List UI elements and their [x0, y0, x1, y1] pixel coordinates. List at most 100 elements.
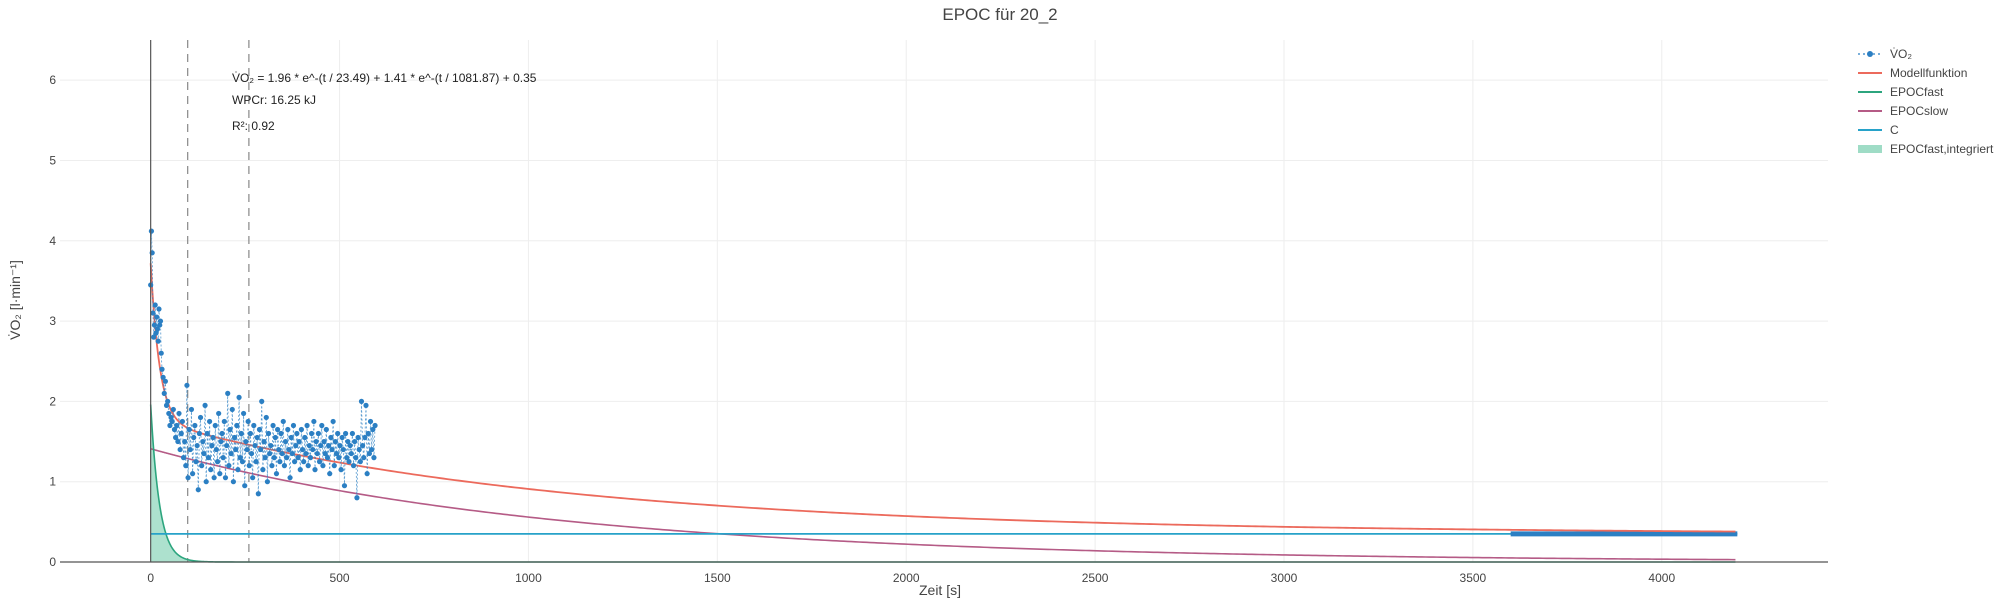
vo2-point	[214, 459, 221, 465]
vo2-point	[170, 406, 176, 413]
vo2-point	[296, 438, 302, 445]
vo2-point	[309, 430, 315, 437]
vo2-point	[320, 463, 326, 469]
vo2-point	[217, 471, 223, 477]
vo2-point	[213, 446, 219, 453]
vo2-point	[248, 450, 255, 457]
vo2-point	[180, 455, 187, 461]
vo2-point	[159, 366, 165, 372]
vo2-point	[205, 455, 212, 461]
vo2-point	[369, 446, 375, 453]
x-tick-label: 2500	[1082, 571, 1109, 585]
vo2-point	[311, 418, 317, 425]
grid	[60, 40, 1828, 562]
fill-layer	[150, 404, 227, 562]
vo2-points	[148, 228, 378, 501]
vo2-point	[360, 442, 366, 449]
vo2-point	[209, 442, 215, 449]
vo2-point	[179, 418, 185, 425]
vo2-point	[243, 438, 249, 445]
epoc-fast-integrated-area	[150, 404, 227, 562]
y-tick-label: 2	[49, 394, 56, 408]
vo2-point	[371, 455, 377, 461]
vo2-point	[176, 410, 182, 417]
vo2-point	[298, 426, 304, 433]
legend-item-vo2[interactable]: V̇O₂	[1858, 47, 1912, 61]
vo2-point	[262, 455, 268, 461]
x-tick-label: 4000	[1648, 571, 1675, 585]
vo2-point	[244, 446, 250, 453]
legend-label-epoc-fast-integrated: EPOCfast,integriert	[1890, 142, 1994, 156]
vo2-point	[355, 434, 361, 441]
axes	[60, 40, 1828, 563]
vo2-point	[290, 422, 297, 429]
vo2-point	[278, 430, 284, 437]
vo2-point	[346, 459, 352, 465]
vo2-point	[258, 446, 264, 453]
vo2-point	[163, 402, 170, 408]
vo2-point	[329, 446, 335, 453]
vo2-point	[306, 442, 312, 449]
vo2-point	[352, 438, 358, 445]
vo2-point	[160, 374, 166, 380]
vo2-point	[370, 426, 376, 433]
vo2-point	[151, 334, 157, 340]
vo2-point	[165, 398, 171, 404]
vo2-point	[318, 442, 324, 449]
vo2-point	[157, 322, 163, 328]
y-axis-ticks: 0 1 2 3 4 5 6	[49, 73, 56, 569]
vo2-point	[171, 426, 178, 433]
legend-item-epoc-slow[interactable]: EPOCslow	[1858, 104, 1948, 118]
legend-item-c[interactable]: C	[1858, 123, 1899, 137]
vo2-point	[297, 467, 303, 473]
vo2-point	[183, 463, 189, 469]
vo2-point	[185, 475, 191, 481]
vo2-point	[227, 426, 233, 433]
vo2-point	[154, 314, 160, 320]
y-tick-label: 1	[49, 475, 56, 489]
x-axis-ticks: 0 500 1000 1500 2000 2500 3000 3500 4000	[147, 571, 1675, 585]
vo2-point	[197, 414, 204, 421]
vo2-point	[253, 459, 259, 465]
legend-label-vo2: V̇O₂	[1890, 47, 1912, 61]
annotation-block: V̇O₂ = 1.96 * e^-(t / 23.49) + 1.41 * e^…	[232, 71, 537, 133]
vo2-point	[361, 455, 367, 461]
legend-label-c: C	[1890, 123, 1899, 137]
vo2-point	[208, 467, 214, 473]
vo2-point	[219, 430, 225, 437]
vo2-point	[168, 414, 174, 421]
vo2-point	[344, 455, 350, 461]
vo2-point	[319, 422, 325, 429]
vo2-point	[270, 422, 276, 429]
vo2-point	[313, 438, 319, 445]
vo2-point	[263, 414, 269, 421]
vo2-point	[222, 475, 229, 481]
legend-item-epoc-fast-integrated[interactable]: EPOCfast,integriert	[1858, 142, 1994, 156]
vo2-point	[162, 378, 168, 384]
vo2-point	[190, 471, 196, 477]
vo2-point	[324, 455, 331, 461]
vo2-point	[323, 426, 329, 433]
vo2-point	[238, 430, 244, 437]
vo2-point	[233, 446, 239, 453]
vo2-point	[328, 434, 334, 441]
legend-item-model[interactable]: Modellfunktion	[1858, 66, 1967, 80]
vo2-point	[348, 450, 354, 457]
vo2-point	[169, 418, 175, 425]
vo2-point	[327, 471, 333, 477]
vo2-point	[259, 398, 265, 404]
vo2-point	[157, 318, 164, 324]
vo2-point	[356, 446, 362, 453]
vo2-point	[212, 422, 218, 429]
vo2-point	[349, 430, 355, 437]
x-tick-label: 3500	[1460, 571, 1487, 585]
vo2-point	[186, 426, 192, 433]
vo2-point	[177, 446, 183, 453]
vo2-point	[276, 446, 282, 453]
vo2-point	[337, 442, 343, 449]
vo2-point	[230, 479, 236, 485]
legend-item-epoc-fast[interactable]: EPOCfast	[1858, 85, 1944, 99]
vo2-point	[236, 394, 242, 400]
vo2-point	[365, 430, 371, 437]
